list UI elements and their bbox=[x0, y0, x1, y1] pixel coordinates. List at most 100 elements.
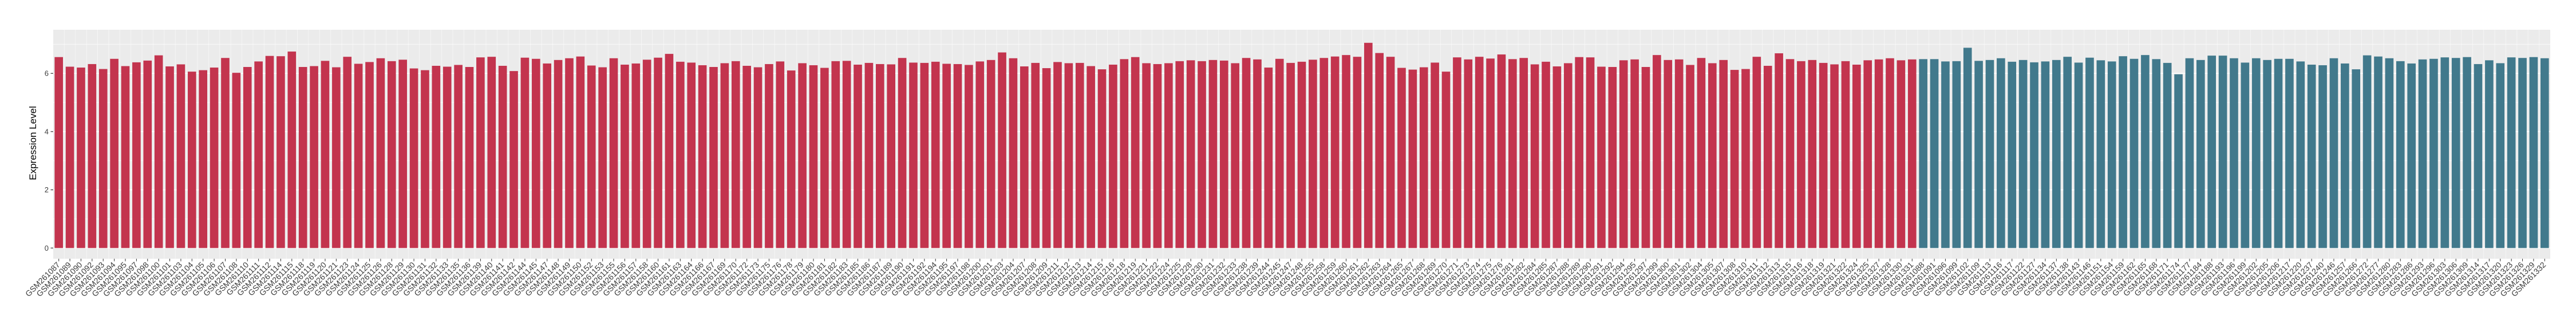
bar bbox=[77, 68, 85, 248]
bar bbox=[2374, 56, 2383, 248]
bar bbox=[1741, 69, 1750, 248]
bar bbox=[654, 57, 662, 248]
bar bbox=[1785, 59, 1795, 248]
bar bbox=[753, 67, 762, 248]
bar bbox=[1031, 62, 1040, 248]
bar bbox=[2418, 59, 2427, 248]
bar bbox=[2285, 58, 2294, 248]
bar bbox=[1963, 48, 1972, 248]
bar bbox=[1309, 60, 1317, 248]
bar bbox=[121, 66, 130, 248]
bar bbox=[232, 73, 241, 248]
bar bbox=[565, 58, 574, 248]
bar bbox=[1441, 72, 1451, 248]
bar bbox=[1053, 62, 1062, 248]
y-axis-title: Expression Level bbox=[27, 106, 38, 180]
bar bbox=[1431, 62, 1439, 248]
bar bbox=[221, 58, 230, 248]
bar bbox=[1653, 55, 1661, 248]
bar bbox=[2529, 57, 2538, 248]
bar bbox=[975, 61, 985, 248]
bar bbox=[310, 66, 318, 248]
bar bbox=[1619, 60, 1628, 248]
bar bbox=[1763, 65, 1772, 248]
bar bbox=[476, 57, 485, 248]
bar bbox=[532, 58, 540, 248]
bar bbox=[1275, 58, 1284, 248]
bar bbox=[321, 61, 330, 248]
bar bbox=[1198, 61, 1206, 248]
bar bbox=[1364, 42, 1373, 248]
bar bbox=[1552, 66, 1562, 248]
bar bbox=[1319, 58, 1329, 248]
bar bbox=[1941, 61, 1950, 248]
bar bbox=[720, 63, 729, 248]
bar bbox=[1075, 62, 1084, 248]
bar bbox=[1664, 60, 1673, 248]
bar bbox=[1497, 54, 1506, 248]
bar bbox=[1186, 60, 1195, 248]
bar bbox=[798, 63, 807, 248]
bar bbox=[2085, 57, 2094, 248]
bar bbox=[2451, 58, 2460, 248]
bar bbox=[110, 58, 118, 248]
bar bbox=[1897, 60, 1906, 248]
bar bbox=[398, 60, 407, 248]
bar bbox=[1009, 58, 1018, 248]
bar bbox=[1730, 70, 1739, 248]
bar bbox=[332, 67, 341, 248]
bar bbox=[2407, 63, 2416, 248]
bar bbox=[1930, 59, 1939, 248]
bar bbox=[1997, 58, 2005, 248]
bar bbox=[243, 67, 252, 248]
bar bbox=[176, 64, 185, 248]
bar bbox=[265, 56, 274, 248]
bar bbox=[698, 65, 707, 248]
bar bbox=[1863, 60, 1872, 248]
bar bbox=[854, 64, 862, 248]
bar bbox=[1819, 62, 1828, 248]
bar bbox=[1874, 59, 1883, 248]
bar bbox=[2429, 58, 2438, 248]
bar bbox=[498, 65, 507, 248]
bar bbox=[421, 70, 429, 248]
bar bbox=[2041, 61, 2050, 248]
bar bbox=[621, 64, 629, 248]
bar bbox=[931, 61, 940, 248]
bar bbox=[2296, 61, 2305, 248]
bar bbox=[354, 64, 363, 248]
bar bbox=[1852, 64, 1861, 248]
bar bbox=[1575, 57, 1583, 248]
bar bbox=[2496, 63, 2505, 248]
bar bbox=[520, 57, 530, 248]
bar bbox=[2196, 60, 2205, 248]
bar bbox=[1985, 60, 1994, 248]
bar bbox=[143, 60, 152, 248]
bar bbox=[1519, 58, 1528, 248]
bar bbox=[1375, 53, 1384, 248]
bar bbox=[1797, 61, 1805, 248]
bar bbox=[986, 60, 995, 248]
bar bbox=[2396, 61, 2405, 248]
bar bbox=[2052, 60, 2061, 248]
bar bbox=[1086, 66, 1095, 248]
bar bbox=[2274, 58, 2283, 248]
bar bbox=[998, 52, 1006, 248]
bar bbox=[1808, 60, 1817, 248]
bar bbox=[1708, 63, 1717, 248]
bar bbox=[1397, 68, 1406, 248]
bar bbox=[2263, 60, 2271, 248]
bar bbox=[65, 66, 74, 248]
bar bbox=[2207, 56, 2217, 248]
bar bbox=[676, 61, 685, 248]
bar bbox=[1841, 61, 1850, 248]
bar bbox=[2307, 64, 2316, 248]
bar bbox=[1697, 58, 1706, 248]
bar bbox=[287, 52, 297, 248]
bar bbox=[909, 62, 918, 248]
bar bbox=[2230, 58, 2238, 248]
bar bbox=[1242, 58, 1251, 248]
bar bbox=[2241, 62, 2250, 248]
bar bbox=[709, 67, 718, 248]
bar bbox=[1486, 58, 1495, 248]
